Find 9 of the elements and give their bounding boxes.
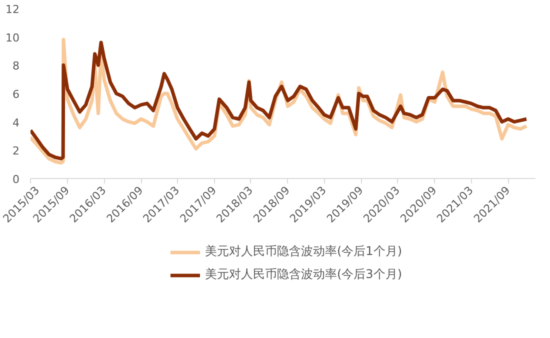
- y-tick-label: 10: [6, 31, 20, 44]
- y-tick-label: 4: [12, 116, 20, 130]
- y-tick-label: 6: [12, 88, 20, 101]
- legend-label: 美元对人民币隐含波动率(今后3个月): [205, 266, 402, 283]
- legend-label: 美元对人民币隐含波动率(今后1个月): [205, 243, 402, 260]
- y-tick-label: 2: [12, 144, 20, 158]
- y-tick-label: 8: [12, 60, 20, 73]
- y-tick-label: 0: [12, 173, 20, 186]
- y-tick-label: 12: [6, 3, 20, 16]
